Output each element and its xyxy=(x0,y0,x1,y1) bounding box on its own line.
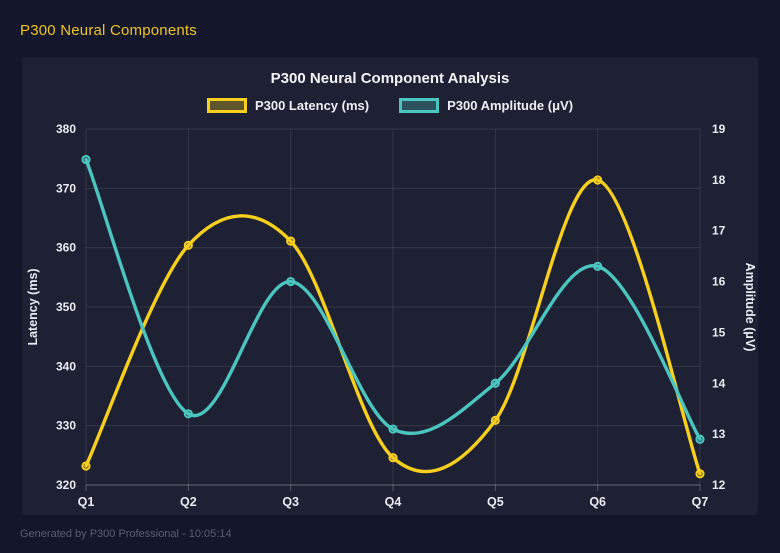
right-axis-tick-label: 17 xyxy=(712,224,726,238)
left-axis-tick-label: 380 xyxy=(56,122,76,136)
right-axis-tick-label: 16 xyxy=(712,275,726,289)
left-axis-tick-label: 320 xyxy=(56,478,76,492)
chart-panel: P300 Neural Component Analysis P300 Late… xyxy=(22,57,758,515)
x-axis-tick-label: Q2 xyxy=(180,495,197,509)
left-axis-tick-label: 340 xyxy=(56,359,76,373)
data-point-amplitude[interactable] xyxy=(695,434,705,444)
right-axis-tick-label: 19 xyxy=(712,122,726,136)
data-point-latency[interactable] xyxy=(81,461,91,471)
data-point-latency[interactable] xyxy=(286,236,296,246)
legend-item-latency[interactable]: P300 Latency (ms) xyxy=(206,97,370,113)
data-point-latency[interactable] xyxy=(695,469,705,479)
left-axis-tick-label: 360 xyxy=(56,241,76,255)
data-point-amplitude[interactable] xyxy=(183,409,193,419)
data-point-latency[interactable] xyxy=(490,415,500,425)
series-line-amplitude xyxy=(84,157,702,441)
x-axis-tick-label: Q6 xyxy=(589,495,606,509)
right-axis-tick-label: 13 xyxy=(712,427,726,441)
data-point-latency[interactable] xyxy=(183,240,193,250)
legend-label: P300 Latency (ms) xyxy=(254,97,370,113)
data-point-amplitude[interactable] xyxy=(490,378,500,388)
right-axis-tick-label: 14 xyxy=(712,376,726,390)
x-axis-tick-label: Q3 xyxy=(282,495,299,509)
left-axis-tick-label: 370 xyxy=(56,181,76,195)
data-point-amplitude[interactable] xyxy=(81,154,91,165)
left-axis-title: Latency (ms) xyxy=(26,268,40,345)
right-axis-tick-label: 15 xyxy=(712,325,726,339)
data-point-latency[interactable] xyxy=(593,175,603,185)
right-axis-tick-label: 12 xyxy=(712,478,726,492)
right-axis-tick-label: 18 xyxy=(712,173,726,187)
legend-swatch xyxy=(206,97,247,113)
x-axis-tick-label: Q4 xyxy=(385,495,402,509)
chart-legend: P300 Latency (ms) P300 Amplitude (μV) xyxy=(22,96,758,114)
x-axis-tick-label: Q5 xyxy=(487,495,504,509)
x-axis-tick-label: Q7 xyxy=(692,495,709,509)
page-title: P300 Neural Components xyxy=(20,22,198,39)
x-axis-tick-label: Q1 xyxy=(78,495,95,509)
left-axis-tick-label: 350 xyxy=(56,300,76,314)
data-point-amplitude[interactable] xyxy=(593,261,603,271)
data-point-latency[interactable] xyxy=(388,453,398,463)
chart-title: P300 Neural Component Analysis xyxy=(270,70,510,87)
right-axis-title: Amplitude (μV) xyxy=(743,263,757,352)
legend-swatch xyxy=(399,97,440,113)
legend-label: P300 Amplitude (μV) xyxy=(447,97,574,113)
left-axis-tick-label: 330 xyxy=(56,419,76,433)
series-line-latency xyxy=(84,178,702,476)
data-point-amplitude[interactable] xyxy=(286,276,296,287)
data-point-amplitude[interactable] xyxy=(388,424,398,434)
footer-status: Generated by P300 Professional - 10:05:1… xyxy=(20,528,232,540)
legend-item-amplitude[interactable]: P300 Amplitude (μV) xyxy=(399,97,574,113)
